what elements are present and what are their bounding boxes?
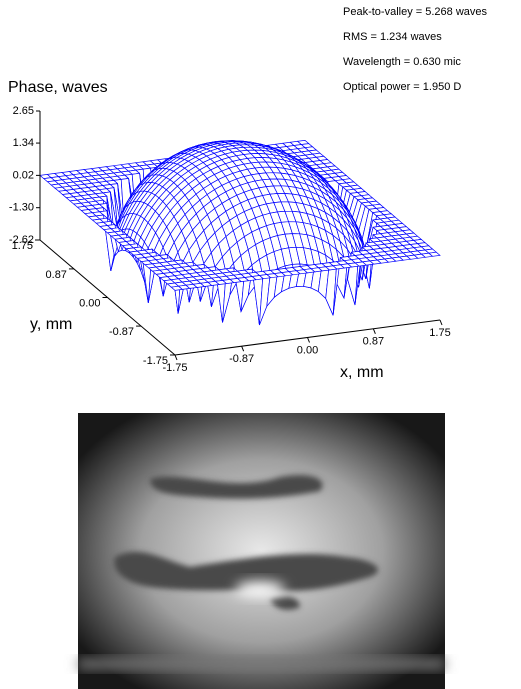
x-tick: [174, 354, 178, 361]
x-tick-label: 0.87: [363, 336, 384, 348]
annotation: Optical power = 1.950 D: [343, 81, 461, 93]
chart: Phase, waves y, mm x, mm -2.62 -1.30 0.02 1…: [8, 6, 487, 381]
y-axis-label: y, mm: [30, 316, 72, 333]
z-tick-label: -1.30: [9, 202, 34, 214]
y-tick-label: 1.75: [12, 240, 33, 252]
z-tick-label: 1.34: [13, 137, 34, 149]
surface: [39, 140, 441, 326]
z-tick-label: 2.65: [13, 105, 34, 117]
x-tick-label: 1.75: [429, 327, 450, 339]
photo-shapes: [114, 474, 379, 610]
y-tick-label: 0.87: [46, 269, 67, 281]
annotation: Wavelength = 0.630 mic: [343, 56, 461, 68]
x-axis-label: x, mm: [340, 364, 384, 381]
annotation: RMS = 1.234 waves: [343, 31, 442, 43]
y-tick-label: 0.00: [79, 297, 100, 309]
x-tick: [241, 346, 245, 352]
x-tick-label: -1.75: [162, 362, 187, 374]
x-tick: [307, 337, 310, 343]
annotation: Peak-to-valley = 5.268 waves: [343, 6, 487, 18]
y-tick-label: -0.87: [109, 326, 134, 338]
surface-cell: [428, 251, 441, 257]
y-tick-label: -1.75: [143, 355, 168, 367]
photo-band: [78, 659, 445, 669]
z-tick-label: 0.02: [13, 169, 34, 181]
photo-highlight: [235, 581, 285, 597]
x-tick: [372, 328, 376, 334]
photo-background: [78, 413, 445, 689]
x-tick-label: -0.87: [229, 353, 254, 365]
photo: [78, 413, 445, 689]
z-tick-label: -2.62: [9, 234, 34, 246]
z-axis-label: Phase, waves: [8, 79, 108, 96]
x-tick: [439, 319, 443, 326]
x-tick-label: 0.00: [297, 344, 318, 356]
